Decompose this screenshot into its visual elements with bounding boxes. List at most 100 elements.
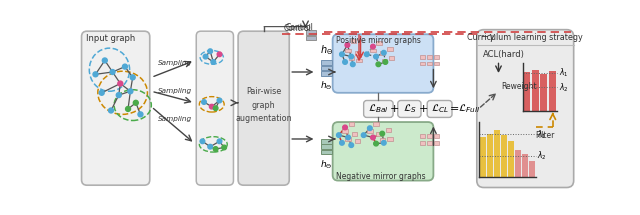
Bar — [370, 49, 376, 52]
Bar — [321, 139, 332, 144]
Text: $\lambda_1$: $\lambda_1$ — [559, 66, 569, 79]
Circle shape — [383, 60, 388, 64]
Bar — [356, 58, 362, 62]
Bar — [380, 138, 385, 142]
Bar — [346, 137, 351, 141]
FancyBboxPatch shape — [364, 100, 393, 117]
Circle shape — [128, 89, 133, 94]
Bar — [342, 129, 348, 133]
Bar — [480, 137, 486, 178]
Bar — [532, 71, 539, 111]
Circle shape — [380, 131, 385, 136]
Bar — [386, 128, 391, 132]
Bar — [434, 62, 439, 65]
Bar — [321, 150, 332, 154]
Text: +: + — [419, 104, 428, 114]
Circle shape — [371, 135, 375, 140]
Bar — [549, 71, 556, 111]
Text: $-\gamma$: $-\gamma$ — [480, 32, 496, 43]
Bar — [389, 56, 394, 60]
Text: +: + — [390, 104, 399, 114]
Bar — [373, 122, 379, 126]
Bar — [305, 30, 316, 35]
Text: $h_\Theta$: $h_\Theta$ — [320, 43, 333, 57]
Text: $\lambda_2$: $\lambda_2$ — [559, 81, 569, 94]
Bar — [524, 72, 531, 111]
Circle shape — [381, 51, 386, 55]
Bar — [522, 154, 528, 178]
Bar — [387, 137, 393, 141]
Circle shape — [208, 49, 212, 54]
Circle shape — [217, 52, 222, 57]
Bar — [349, 122, 354, 126]
Text: $\mathcal{L}_{CL}$: $\mathcal{L}_{CL}$ — [431, 103, 449, 115]
Text: $\mathcal{L}_{Bal}$: $\mathcal{L}_{Bal}$ — [368, 103, 388, 115]
Bar — [355, 51, 360, 55]
Bar — [540, 74, 547, 111]
Circle shape — [217, 98, 222, 103]
Circle shape — [371, 44, 375, 49]
FancyBboxPatch shape — [397, 100, 421, 117]
Circle shape — [337, 133, 341, 137]
Circle shape — [213, 147, 218, 151]
Circle shape — [130, 75, 135, 80]
Text: $\lambda_1$: $\lambda_1$ — [537, 128, 547, 141]
FancyBboxPatch shape — [333, 122, 433, 181]
Text: Control: Control — [285, 23, 313, 32]
FancyBboxPatch shape — [196, 31, 234, 185]
Bar — [494, 130, 500, 178]
Bar — [349, 56, 354, 60]
Bar — [376, 41, 382, 45]
Circle shape — [217, 139, 222, 144]
FancyBboxPatch shape — [238, 31, 289, 185]
Text: Curriculum learning strategy: Curriculum learning strategy — [467, 33, 583, 42]
Text: =: = — [450, 104, 459, 114]
Bar — [367, 129, 372, 133]
Circle shape — [110, 69, 115, 74]
Circle shape — [374, 141, 378, 146]
Circle shape — [213, 106, 218, 111]
Text: $\mathcal{L}_{S}$: $\mathcal{L}_{S}$ — [403, 103, 416, 115]
Circle shape — [376, 62, 381, 67]
Bar — [355, 139, 360, 143]
Circle shape — [343, 60, 348, 64]
Circle shape — [345, 43, 349, 47]
Text: Sampling: Sampling — [157, 88, 191, 94]
Circle shape — [349, 54, 353, 59]
Text: Input graph: Input graph — [86, 34, 136, 43]
Bar — [420, 134, 425, 138]
Bar — [420, 141, 425, 145]
Circle shape — [374, 54, 378, 59]
Bar — [529, 161, 535, 178]
Bar — [346, 49, 351, 52]
Bar — [427, 141, 432, 145]
Circle shape — [118, 81, 123, 86]
Circle shape — [102, 58, 108, 63]
Bar — [382, 58, 387, 62]
FancyBboxPatch shape — [81, 31, 150, 185]
Circle shape — [204, 54, 208, 59]
Text: $\mathcal{L}_{Full}$: $\mathcal{L}_{Full}$ — [458, 103, 480, 115]
Text: Sampling: Sampling — [157, 116, 191, 122]
Text: Negative mirror graphs: Negative mirror graphs — [336, 172, 426, 181]
Bar — [434, 141, 439, 145]
Circle shape — [133, 100, 138, 105]
Circle shape — [122, 64, 127, 69]
Bar — [508, 141, 514, 178]
Text: $\lambda_2$: $\lambda_2$ — [537, 150, 547, 162]
Circle shape — [202, 100, 206, 104]
Text: Reweight: Reweight — [501, 82, 536, 91]
Bar — [427, 55, 432, 58]
Circle shape — [209, 104, 214, 109]
Bar — [380, 51, 385, 55]
Text: $h_\Theta$: $h_\Theta$ — [320, 158, 333, 171]
Bar — [487, 134, 493, 178]
FancyBboxPatch shape — [333, 34, 433, 93]
Circle shape — [362, 133, 366, 137]
FancyBboxPatch shape — [428, 100, 452, 117]
Text: $h_\Theta$: $h_\Theta$ — [320, 80, 333, 92]
Bar — [351, 132, 357, 135]
Bar — [321, 66, 332, 71]
Text: Filter: Filter — [535, 131, 555, 140]
Circle shape — [99, 90, 104, 95]
